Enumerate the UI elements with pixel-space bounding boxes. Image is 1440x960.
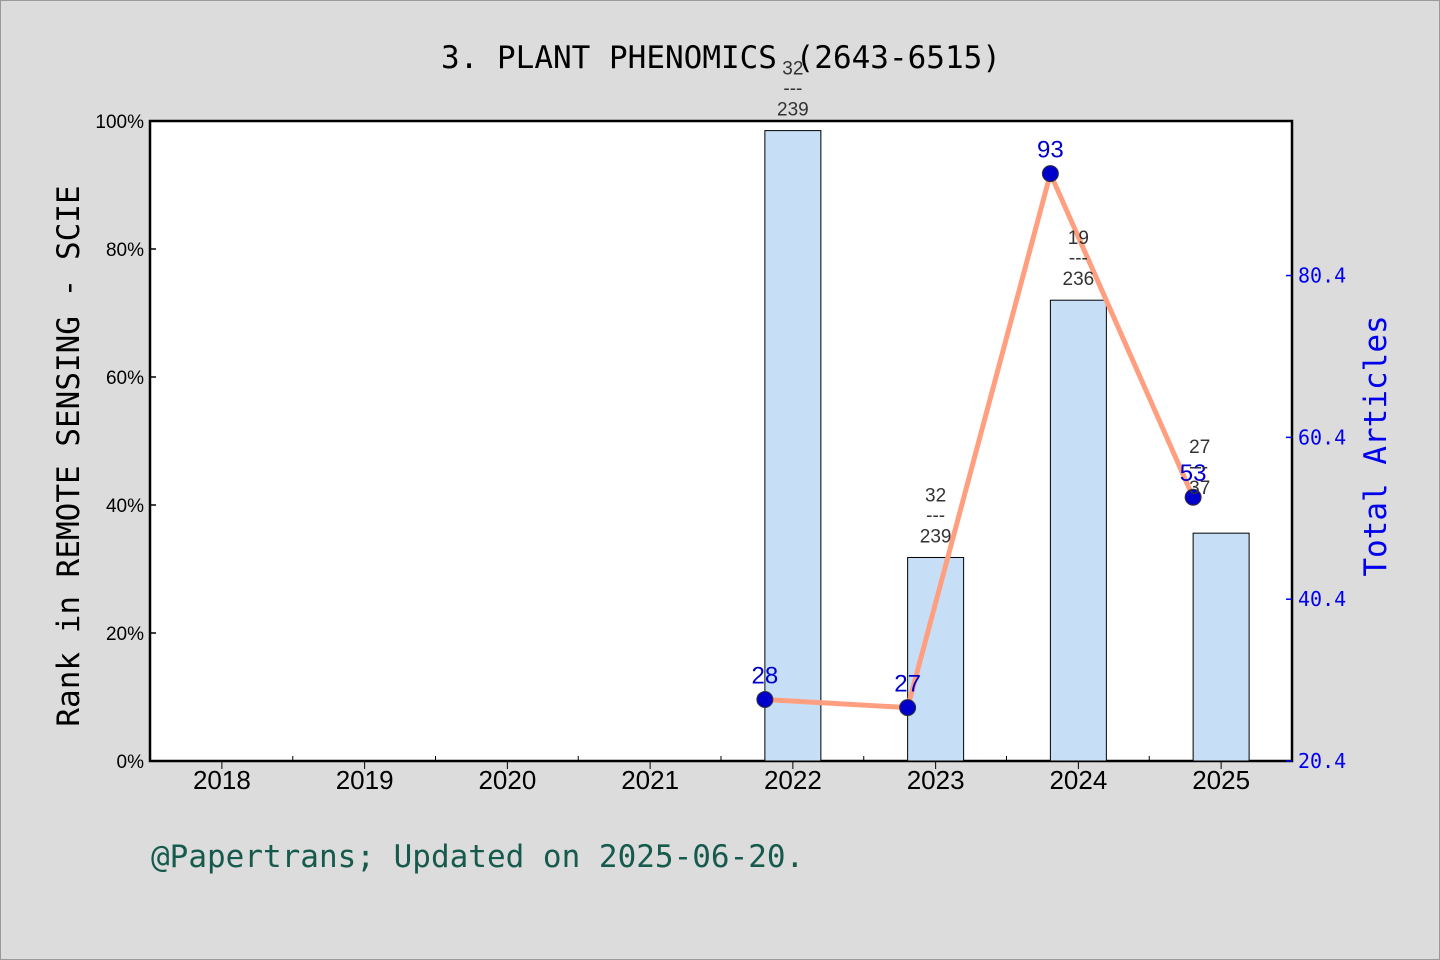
y2-tick-label: 20.4	[1298, 749, 1346, 773]
point-2022	[756, 691, 774, 709]
chart-title: 3. PLANT PHENOMICS (2643-6515)	[441, 40, 1001, 76]
bar-layer	[764, 130, 1250, 762]
point-label-2024: 93	[1037, 137, 1064, 164]
y-axis-label: Rank in REMOTE SENSING - SCIE	[51, 185, 87, 726]
annotation-numerator: 32	[782, 59, 803, 80]
bar-2025	[1192, 532, 1250, 762]
footer-credit: @Papertrans; Updated on 2025-06-20.	[151, 839, 804, 875]
annotation-denominator: 239	[920, 526, 952, 547]
annotation-denominator: 239	[777, 100, 809, 121]
x-tick-label: 2022	[764, 765, 822, 795]
point-label-2025: 53	[1180, 460, 1207, 487]
x-tick-label: 2018	[193, 765, 251, 795]
y-tick-label: 100%	[95, 112, 144, 133]
annotation-denominator: 37	[1189, 478, 1210, 499]
y-tick-label: 60%	[106, 368, 144, 389]
axis-layer: 2018 2019 2020 2021 2022 2023 2024 2025 0% 20% 40%…	[95, 112, 1346, 795]
bar-2024	[1049, 299, 1107, 762]
x-tick-label: 2024	[1049, 765, 1107, 795]
y-tick-label: 80%	[106, 240, 144, 261]
point-label-2022: 28	[752, 663, 779, 690]
annotation-denominator: 236	[1063, 269, 1095, 290]
x-tick-label: 2021	[621, 765, 679, 795]
x-tick-label: 2020	[478, 765, 536, 795]
annotation-numerator: 27	[1189, 437, 1210, 458]
y2-axis-label: Total Articles	[1358, 315, 1394, 576]
point-2023	[899, 699, 917, 717]
articles-line	[762, 171, 1196, 711]
line-layer	[756, 165, 1202, 717]
x-tick-label: 2019	[336, 765, 394, 795]
y2-tick-label: 40.4	[1298, 587, 1346, 611]
bar-2023	[907, 556, 965, 762]
annotation-divider: ---	[926, 505, 945, 526]
x-tick-label: 2025	[1192, 765, 1250, 795]
y-tick-label: 40%	[106, 496, 144, 517]
y2-tick-label: 80.4	[1298, 264, 1346, 288]
annotation-numerator: 19	[1068, 228, 1089, 249]
y-tick-label: 20%	[106, 624, 144, 645]
x-tick-label: 2023	[907, 765, 965, 795]
point-2024	[1041, 165, 1059, 183]
y-tick-label: 0%	[117, 752, 145, 773]
bar-2022	[764, 130, 822, 762]
point-label-2023: 27	[894, 671, 921, 698]
point-2025	[1184, 488, 1202, 506]
annotation-divider: ---	[1069, 248, 1088, 269]
annotation-divider: ---	[1189, 457, 1208, 478]
annotation-divider: ---	[783, 79, 802, 100]
annotation-numerator: 32	[925, 485, 946, 506]
plot-area	[148, 119, 1294, 763]
y2-tick-label: 60.4	[1298, 425, 1346, 449]
